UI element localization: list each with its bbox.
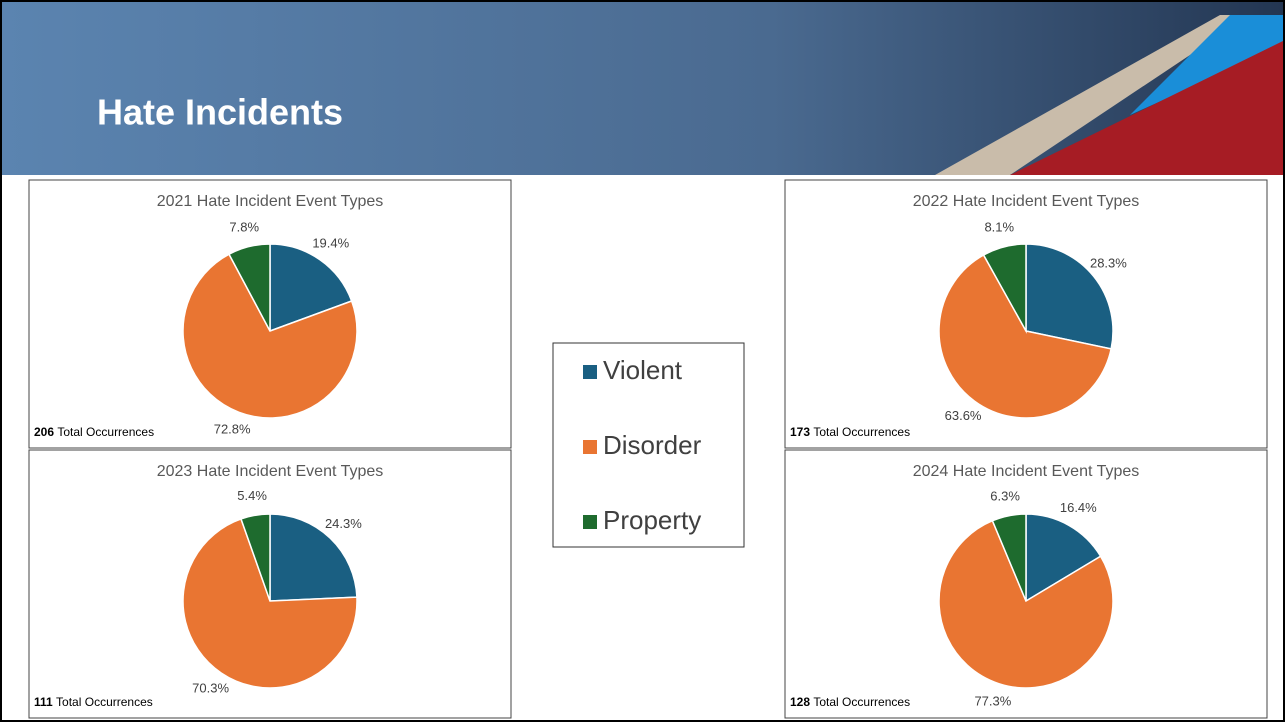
chart-title: 2022 Hate Incident Event Types [913, 193, 1140, 210]
total-occurrences: 128 Total Occurrences [790, 695, 910, 709]
pie-slice [982, 243, 1027, 334]
data-label: 6.3% [990, 488, 1020, 503]
total-value: 206 [34, 425, 54, 439]
legend-label: Property [603, 505, 701, 535]
total-label: Total Occurrences [57, 425, 154, 439]
data-label: 8.1% [984, 220, 1014, 235]
total-occurrences: 206 Total Occurrences [34, 425, 154, 439]
total-value: 128 [790, 695, 810, 709]
total-occurrences: 111 Total Occurrences [34, 695, 153, 709]
pie-slice [1025, 513, 1102, 603]
pie-slice [240, 513, 271, 602]
pie-slice [991, 513, 1027, 602]
chart-title: 2023 Hate Incident Event Types [157, 463, 384, 480]
data-label: 77.3% [974, 693, 1011, 708]
legend-swatch [583, 440, 597, 454]
data-label: 63.6% [945, 408, 982, 423]
data-label: 28.3% [1090, 256, 1127, 271]
legend-swatch [583, 515, 597, 529]
slide-title: Hate Incidents [97, 92, 343, 133]
legend-label: Disorder [603, 430, 702, 460]
total-label: Total Occurrences [813, 425, 910, 439]
data-label: 7.8% [229, 219, 259, 234]
pie-slice [1025, 243, 1114, 350]
total-occurrences: 173 Total Occurrences [790, 425, 910, 439]
legend-label: Violent [603, 355, 683, 385]
pie-slice [269, 513, 358, 602]
data-label: 72.8% [214, 422, 251, 437]
pie-slice [182, 253, 358, 419]
pie-slice [228, 243, 271, 332]
pie-slice [182, 518, 358, 689]
legend-swatch [583, 365, 597, 379]
pie-slice [938, 254, 1113, 419]
pie-slice [938, 519, 1114, 689]
header-stripe [1010, 40, 1285, 175]
data-label: 5.4% [237, 488, 267, 503]
pie-slice [269, 243, 353, 333]
data-label: 70.3% [192, 680, 229, 695]
chart-title: 2024 Hate Incident Event Types [913, 463, 1140, 480]
header-stripe [1130, 15, 1285, 115]
chart-title: 2021 Hate Incident Event Types [157, 193, 384, 210]
total-value: 173 [790, 425, 810, 439]
total-value: 111 [34, 695, 53, 709]
data-label: 19.4% [312, 235, 349, 250]
total-label: Total Occurrences [56, 695, 153, 709]
data-label: 24.3% [325, 516, 362, 531]
total-label: Total Occurrences [813, 695, 910, 709]
data-label: 16.4% [1060, 500, 1097, 515]
header-stripe [935, 15, 1250, 175]
